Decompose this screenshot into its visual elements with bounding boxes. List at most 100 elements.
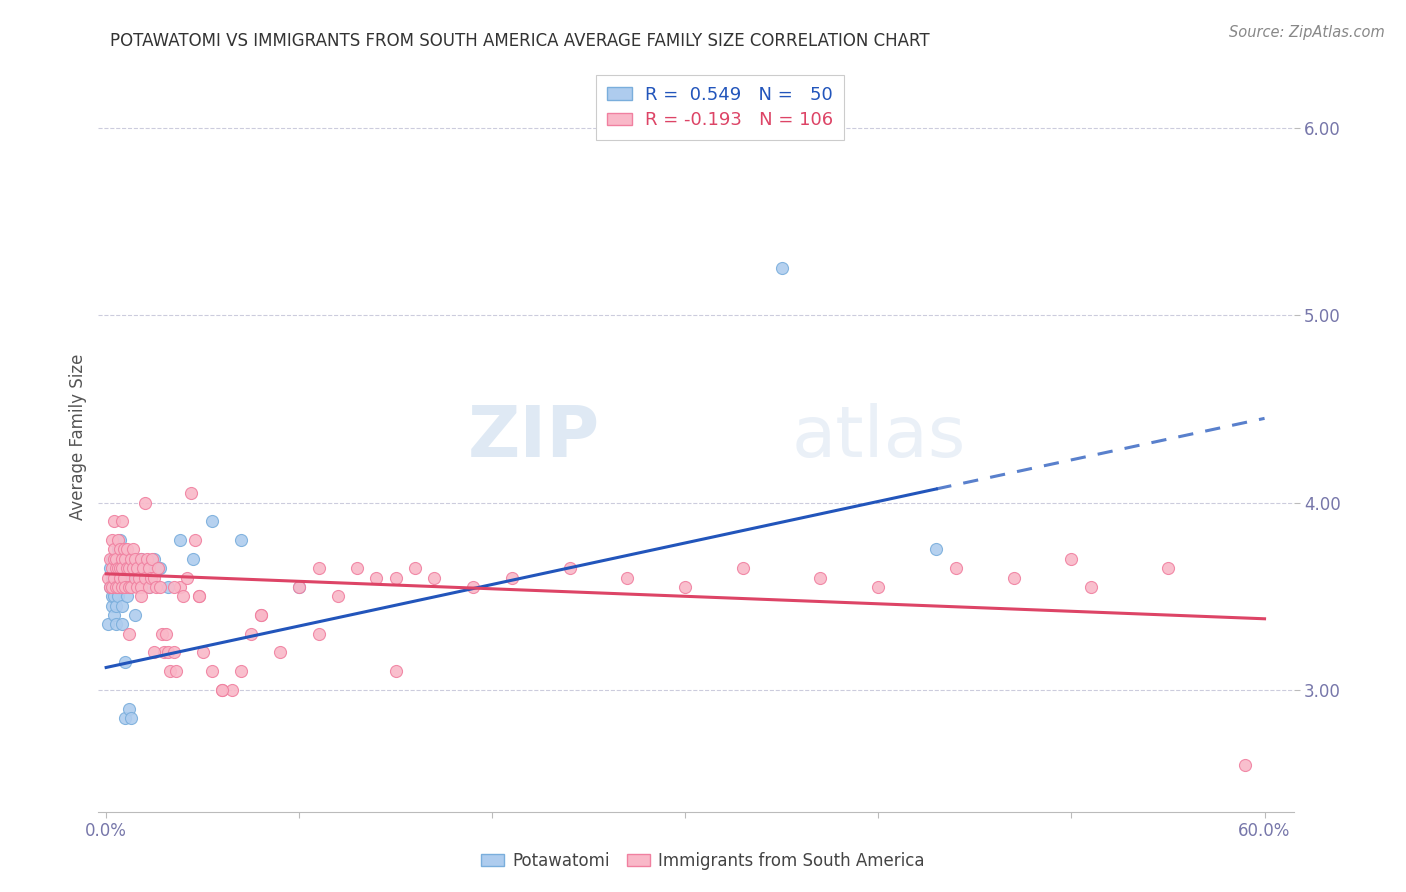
Point <box>118 626 141 640</box>
Point <box>122 542 145 557</box>
Point <box>108 561 131 575</box>
Point <box>114 580 136 594</box>
Point <box>103 542 125 557</box>
Point <box>103 551 125 566</box>
Point <box>141 551 163 566</box>
Point <box>120 580 142 594</box>
Point <box>117 590 139 604</box>
Point <box>117 571 139 585</box>
Point <box>201 665 224 679</box>
Point <box>104 580 127 594</box>
Point <box>103 571 125 585</box>
Point <box>110 514 132 528</box>
Point <box>211 683 233 698</box>
Point <box>155 626 177 640</box>
Text: Source: ZipAtlas.com: Source: ZipAtlas.com <box>1229 25 1385 40</box>
Point <box>149 561 172 575</box>
Point <box>143 571 166 585</box>
Point <box>180 486 202 500</box>
Point <box>104 617 127 632</box>
Point <box>138 561 160 575</box>
Point <box>156 646 179 660</box>
Point <box>673 580 696 594</box>
Point <box>326 590 349 604</box>
Point <box>125 561 148 575</box>
Point <box>110 617 132 632</box>
Point <box>118 561 141 575</box>
Point <box>461 580 484 594</box>
Point <box>138 580 160 594</box>
Point <box>110 580 132 594</box>
Point <box>110 551 132 566</box>
Point <box>112 571 135 585</box>
Point <box>423 571 446 585</box>
Point <box>145 580 167 594</box>
Point <box>101 533 124 548</box>
Point <box>101 561 124 575</box>
Point <box>143 646 166 660</box>
Point <box>148 561 170 575</box>
Point <box>288 580 311 594</box>
Point <box>139 571 162 585</box>
Point <box>104 551 127 566</box>
Point <box>1157 561 1180 575</box>
Point <box>108 571 131 585</box>
Point <box>169 533 191 548</box>
Point <box>101 580 124 594</box>
Point <box>128 571 150 585</box>
Point <box>107 561 129 575</box>
Point <box>384 571 406 585</box>
Point <box>404 561 426 575</box>
Point <box>187 590 209 604</box>
Point <box>143 551 166 566</box>
Point <box>191 646 214 660</box>
Point <box>114 711 136 725</box>
Point <box>249 608 271 623</box>
Point <box>117 561 139 575</box>
Point <box>169 580 191 594</box>
Point <box>134 571 156 585</box>
Point <box>1060 551 1083 566</box>
Point <box>945 561 967 575</box>
Point <box>249 608 271 623</box>
Point <box>98 580 121 594</box>
Point <box>97 571 120 585</box>
Point <box>184 533 207 548</box>
Text: atlas: atlas <box>792 402 966 472</box>
Point <box>163 580 186 594</box>
Point <box>239 626 262 640</box>
Y-axis label: Average Family Size: Average Family Size <box>69 354 87 520</box>
Point <box>128 561 150 575</box>
Point <box>114 551 136 566</box>
Point <box>153 646 176 660</box>
Text: ZIP: ZIP <box>468 402 600 472</box>
Point <box>104 599 127 613</box>
Point <box>308 626 330 640</box>
Point <box>149 580 172 594</box>
Point <box>108 533 131 548</box>
Point <box>221 683 243 698</box>
Point <box>108 561 131 575</box>
Point <box>211 683 233 698</box>
Point <box>616 571 638 585</box>
Point <box>201 514 224 528</box>
Point <box>868 580 890 594</box>
Point <box>129 551 152 566</box>
Point <box>108 542 131 557</box>
Point <box>501 571 523 585</box>
Point <box>104 561 127 575</box>
Point <box>231 665 253 679</box>
Point <box>114 655 136 669</box>
Point <box>187 590 209 604</box>
Point <box>112 571 135 585</box>
Point <box>107 561 129 575</box>
Point <box>103 514 125 528</box>
Point <box>112 580 135 594</box>
Point <box>124 571 146 585</box>
Point <box>107 533 129 548</box>
Point <box>112 542 135 557</box>
Point <box>810 571 832 585</box>
Point <box>165 665 187 679</box>
Point <box>103 561 125 575</box>
Point <box>98 551 121 566</box>
